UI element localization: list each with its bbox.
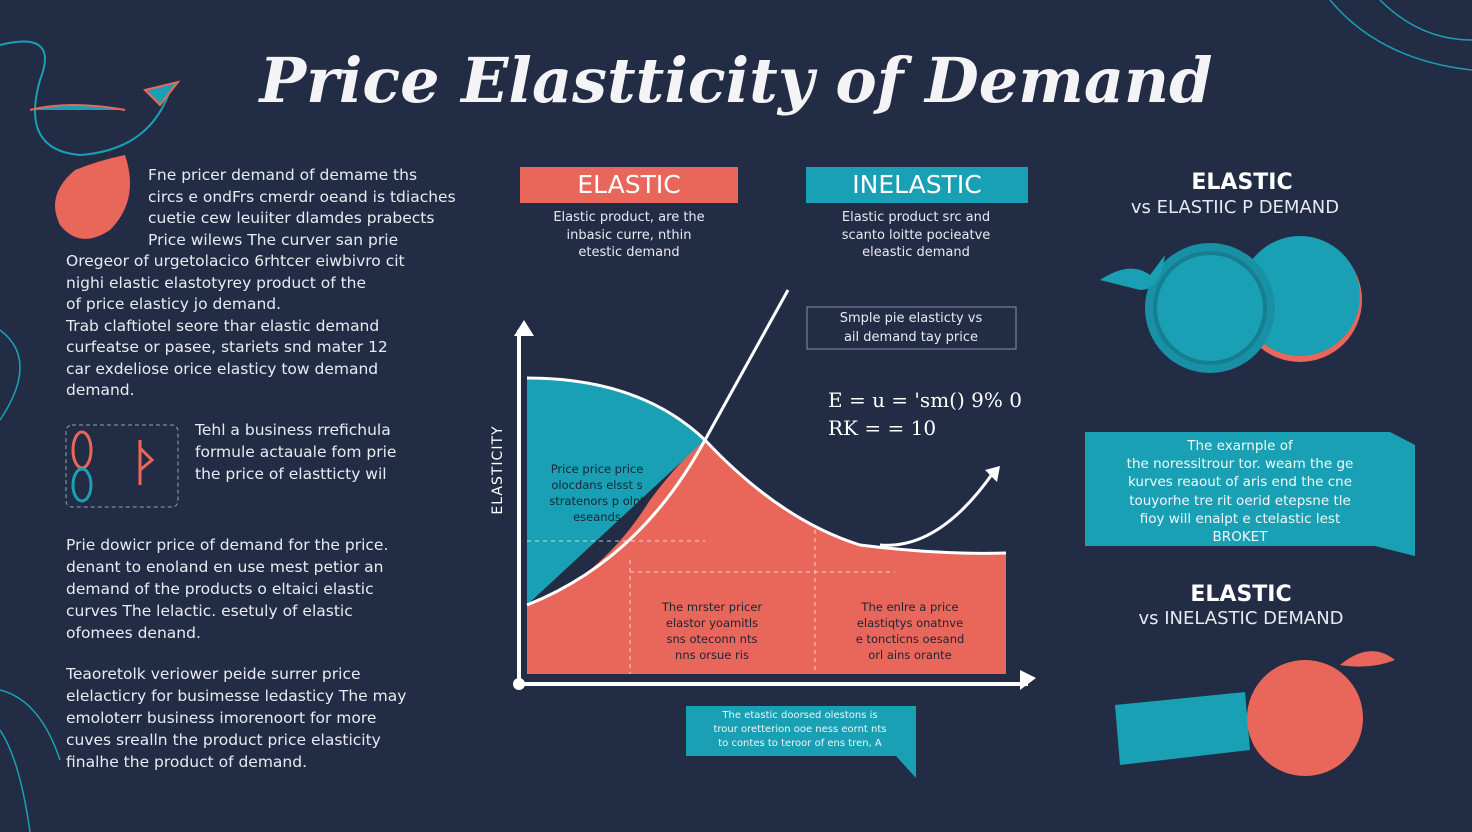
leaf xyxy=(1340,651,1395,667)
text-line: Elastic product src and xyxy=(841,210,991,225)
coin xyxy=(1153,251,1267,365)
text-line: elastiqtys onatnve xyxy=(856,616,964,630)
supply-curve xyxy=(526,289,790,607)
fin xyxy=(1100,255,1165,290)
text-line: Fne pricer demand of demame ths xyxy=(148,166,418,184)
block xyxy=(1115,692,1250,765)
decor-line xyxy=(1329,0,1472,71)
text-line: etestic demand xyxy=(578,245,680,260)
text-line: ofomees denand. xyxy=(66,624,201,642)
decor-line xyxy=(0,329,21,421)
text-line: The mrster pricer xyxy=(661,600,763,614)
text-line: The etastic doorsed olestons is xyxy=(722,710,878,721)
text-line: curfeatse or pasee, stariets snd mater 1… xyxy=(66,338,388,356)
text-line: trour oretterion ooe ness eornt nts xyxy=(713,724,887,735)
inelastic-area xyxy=(527,440,1006,674)
text-line: fioy will enalpt e ctelastic lest xyxy=(1139,510,1341,527)
text-line: Smple pie elasticty vs xyxy=(839,311,983,326)
text-line: emoloterr business imorenoort for more xyxy=(66,709,377,727)
text-line: elastor yoamitls xyxy=(665,616,759,630)
text-line: orl ains orante xyxy=(868,648,952,662)
text-line: Price price price xyxy=(550,462,644,476)
formula-frame xyxy=(65,424,179,508)
text-line: the noressitrour tor. weam the ge xyxy=(1126,456,1354,473)
text-line: demand of the products o eltaici elastic xyxy=(66,580,374,598)
origin xyxy=(513,678,525,690)
guide-line xyxy=(527,530,895,674)
text-line: RK = = 10 xyxy=(828,416,937,440)
text-line: circs e ondFrs cmerdr oeand is tdiaches xyxy=(148,187,456,206)
text-line: formule actauale fom prie xyxy=(195,443,397,461)
elastic-area xyxy=(527,378,705,605)
decor-line xyxy=(0,40,171,157)
text-line: curves The lelactic. esetuly of elastic xyxy=(66,602,353,620)
text-line: Oregeor of urgetolacico 6rhtcer eiwbivro… xyxy=(66,252,405,270)
note-frame xyxy=(806,306,1017,350)
text-line: nighi elastic elastotyrey product of the xyxy=(66,273,367,292)
right-box xyxy=(1085,432,1415,556)
text-line: The exarnple of xyxy=(1187,438,1293,454)
arrowhead xyxy=(985,466,1000,482)
decor-line xyxy=(0,689,61,832)
text-line: cuves srealln the product price elastici… xyxy=(66,731,381,749)
fruit xyxy=(1247,660,1363,776)
text-line: nns orsue ris xyxy=(675,648,749,662)
text-line: Teaoretolk veriower peide surrer price xyxy=(66,665,361,683)
icon xyxy=(71,430,93,470)
axis xyxy=(517,330,1028,686)
inelastic-label: INELASTIC xyxy=(852,170,982,199)
text-line: car exdeliose orice elasticy tow demand xyxy=(66,359,379,378)
text-line: of price elasticy jo demand. xyxy=(66,295,282,313)
title: Price Elastticity of Demand xyxy=(259,44,1213,117)
text-line: finalhe the product of demand. xyxy=(66,753,308,771)
decor-plane xyxy=(29,80,181,111)
text-line: the price of elastticty wil xyxy=(195,465,387,483)
text-line: touyorhe tre rit oerid etepsne tle xyxy=(1129,492,1351,509)
text-line: Prie dowicr price of demand for the pric… xyxy=(66,536,389,554)
text-line: elelacticry for busimesse ledasticy The … xyxy=(66,687,407,705)
bottom-box xyxy=(686,706,916,778)
text-line: stratenors p olnt xyxy=(549,494,645,508)
icon xyxy=(55,155,130,239)
right-heading: ELASTIC xyxy=(1190,582,1292,607)
text-line: denant to enoland en use mest petior an xyxy=(66,558,384,576)
text-line: cuetie cew leuiiter dlamdes prabects xyxy=(148,209,435,227)
text-line: BROKET xyxy=(1212,529,1268,545)
text-line: eleastic demand xyxy=(862,245,970,260)
text-line: e toncticns oesand xyxy=(855,632,965,646)
right-subheading: vs INELASTIC DEMAND xyxy=(1138,608,1344,629)
text-line: scanto loitte pocieatve xyxy=(841,227,991,243)
icon xyxy=(71,467,93,503)
text-line: Price wilews The curver san prie xyxy=(148,230,399,249)
text-line: Elastic product, are the xyxy=(553,210,705,225)
elastic-label: ELASTIC xyxy=(577,170,681,199)
text-line: eseands xyxy=(573,510,621,524)
axis-label: ELASTICITY xyxy=(490,425,506,515)
text-line: The enlre a price xyxy=(861,600,959,614)
demand-curve xyxy=(526,376,1007,555)
text-line: olocdans elsst s xyxy=(551,478,643,492)
text-line: to contes to teroor of ens tren, A xyxy=(718,738,882,749)
right-subheading: vs ELASTIIC P DEMAND xyxy=(1130,197,1340,218)
icon xyxy=(138,440,155,485)
text-line: demand. xyxy=(66,381,135,399)
text-line: sns oteconn nts xyxy=(666,632,758,646)
text-line: inbasic curre, nthin xyxy=(566,227,692,243)
text-line: E = u = 'sm() 9% 0 xyxy=(828,388,1022,412)
text-line: Tehl a business rrefichula xyxy=(195,421,391,439)
text-line: kurves reaout of aris end the cne xyxy=(1127,474,1353,491)
right-heading: ELASTIC xyxy=(1191,170,1293,195)
text-line: ail demand tay price xyxy=(843,330,979,345)
trend-arrow xyxy=(879,469,997,547)
text-line: Trab claftiotel seore thar elastic deman… xyxy=(66,316,380,335)
elastic-tag xyxy=(520,167,738,203)
inelastic-tag xyxy=(806,167,1028,203)
